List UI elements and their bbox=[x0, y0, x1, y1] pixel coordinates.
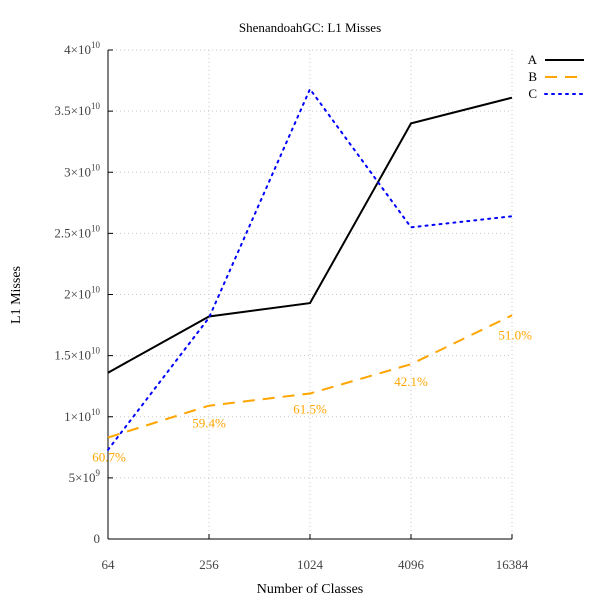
y-tick-label: 1.5×1010 bbox=[54, 346, 100, 363]
y-axis-label: L1 Misses bbox=[9, 266, 24, 324]
x-tick-label: 256 bbox=[199, 557, 219, 572]
y-tick-label: 2×1010 bbox=[64, 285, 100, 302]
y-tick-label: 4×1010 bbox=[64, 40, 100, 57]
y-tick-label: 1×1010 bbox=[64, 407, 100, 424]
x-tick-label: 64 bbox=[102, 557, 116, 572]
axes: 0 5×109 1×1010 1.5×1010 2×1010 2.5×1010 3×1010… bbox=[54, 40, 528, 572]
data-label: 61.5% bbox=[293, 402, 327, 417]
annotations: 60.7% 59.4% 61.5% 42.1% 51.0% bbox=[92, 327, 532, 464]
legend-label: B bbox=[528, 69, 537, 84]
x-tick-label: 1024 bbox=[297, 557, 324, 572]
y-tick-label: 0 bbox=[94, 531, 101, 546]
data-label: 51.0% bbox=[498, 327, 532, 342]
y-tick-label: 3×1010 bbox=[64, 162, 100, 179]
data-label: 42.1% bbox=[394, 374, 428, 389]
x-axis-label: Number of Classes bbox=[257, 582, 364, 597]
y-tick-label: 2.5×1010 bbox=[54, 223, 100, 240]
y-tick-label: 3.5×1010 bbox=[54, 101, 100, 118]
series-layer bbox=[107, 87, 513, 451]
grid bbox=[108, 49, 513, 539]
x-tick-label: 4096 bbox=[398, 557, 425, 572]
legend-label: C bbox=[528, 86, 537, 101]
data-label: 59.4% bbox=[192, 416, 226, 431]
legend: ABC bbox=[528, 52, 585, 101]
series-line-b bbox=[107, 314, 513, 439]
y-tick-label: 5×109 bbox=[69, 468, 101, 485]
x-tick-label: 16384 bbox=[496, 557, 529, 572]
data-label: 60.7% bbox=[92, 450, 126, 465]
legend-label: A bbox=[528, 52, 538, 67]
chart-title: ShenandoahGC: L1 Misses bbox=[239, 20, 381, 35]
series-line-a bbox=[107, 96, 513, 374]
